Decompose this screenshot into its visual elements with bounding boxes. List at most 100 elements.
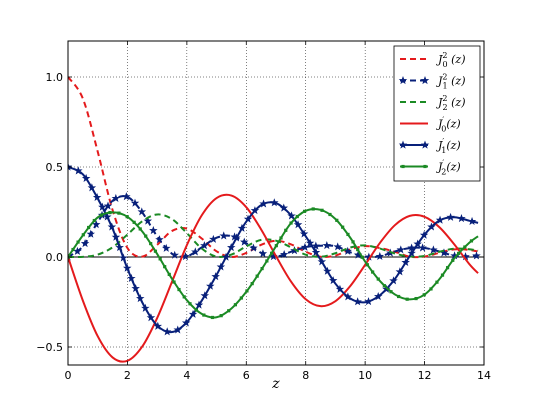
series-marker [311,207,315,211]
legend-label-sup: 2 [442,94,447,103]
x-tick-label: 2 [124,369,131,382]
series-marker [353,297,362,306]
series-marker [221,252,231,261]
x-tick-label: 8 [302,369,309,382]
series-marker [293,220,303,229]
series-marker [191,247,200,256]
series-3 [68,193,479,363]
legend-label-tail: (z) [448,96,466,109]
legend-marker [420,140,430,149]
series-marker [216,262,226,271]
series-marker [162,327,172,336]
series-marker [92,192,102,202]
x-axis-title: z [271,376,280,392]
series-marker [194,300,204,309]
series-marker [155,235,164,244]
series-marker [132,220,136,224]
legend-label-main: J [436,75,443,88]
series-marker [258,249,268,258]
series-marker [194,308,198,312]
legend-label: J′ 2(z) [436,159,461,177]
series-marker [91,220,101,229]
series-marker [395,267,405,276]
series-marker [125,215,129,219]
series-marker [401,257,410,267]
series-marker [305,238,315,247]
series-marker [161,243,171,252]
legend-entry: J′ 1(z) [398,137,461,155]
legend-entry: J2 2 (z) [400,94,465,112]
series-marker [427,222,436,231]
series-marker [153,321,163,330]
series-marker [279,250,289,259]
series-marker [435,280,439,284]
series-line [68,193,479,363]
series-marker [389,276,398,285]
series-marker [429,245,438,254]
x-tick-label: 6 [243,369,250,382]
series-marker [87,225,91,230]
series-marker [226,243,236,252]
series-marker [86,229,96,238]
series-marker [317,257,327,266]
series-marker [137,207,147,216]
series-marker [405,297,409,301]
series-marker [119,253,128,262]
series-marker [188,309,198,318]
series-marker [245,289,249,293]
legend-label-tail: (z) [446,118,460,131]
series-marker [81,233,85,237]
series-marker [143,216,153,225]
series-marker [232,233,241,242]
series-marker [274,244,278,248]
legend-entry: J2 0 (z) [400,51,465,69]
series-marker [138,227,142,231]
legend-label-main: J [436,53,443,66]
y-tick-label: 1.0 [46,71,64,84]
series-marker [346,232,350,237]
series-marker [200,291,210,300]
legend-label: J2 1 (z) [436,73,465,91]
legend-label: J2 2 (z) [436,94,465,112]
series-marker [182,295,186,299]
series-marker [81,173,91,182]
y-tick-label: −0.5 [36,341,63,354]
legend-marker [401,164,405,169]
series-marker [117,211,121,215]
series-marker [177,287,181,292]
series-marker [328,212,332,217]
series-marker [422,293,426,297]
legend-marker [398,76,408,85]
series-marker [284,228,288,232]
series-marker [429,287,433,291]
legend-entry: J2 1 (z) [398,73,465,91]
series-marker [343,292,353,301]
series-marker [209,234,218,243]
series-marker [299,229,309,238]
series-marker [311,247,321,256]
series-marker [302,209,307,213]
series-marker [341,225,345,229]
series-marker [149,241,153,246]
series-marker [371,270,375,274]
legend-label-sub: 0 [443,60,448,69]
legend: J2 0 (z)J2 1 (z)J2 2 (z)J′ 0(z)J′ 1(z)J′ 2(z) [393,45,481,182]
series-marker [73,246,82,255]
series-marker [440,273,445,277]
series-marker [279,236,283,240]
series-marker [255,274,259,278]
series-marker [99,213,103,217]
x-tick-label: 14 [477,369,491,382]
legend-label-main: J [436,161,443,174]
plot-frame [67,40,485,366]
legend-label-tail: (z) [448,75,466,88]
series-marker [237,223,247,232]
series-marker [397,294,401,299]
y-tick-label: 0.0 [46,251,64,264]
series-marker [227,309,231,313]
series-marker [167,272,171,277]
x-tick-label: 10 [358,369,372,382]
series-marker [375,251,385,260]
series-marker [376,277,380,281]
